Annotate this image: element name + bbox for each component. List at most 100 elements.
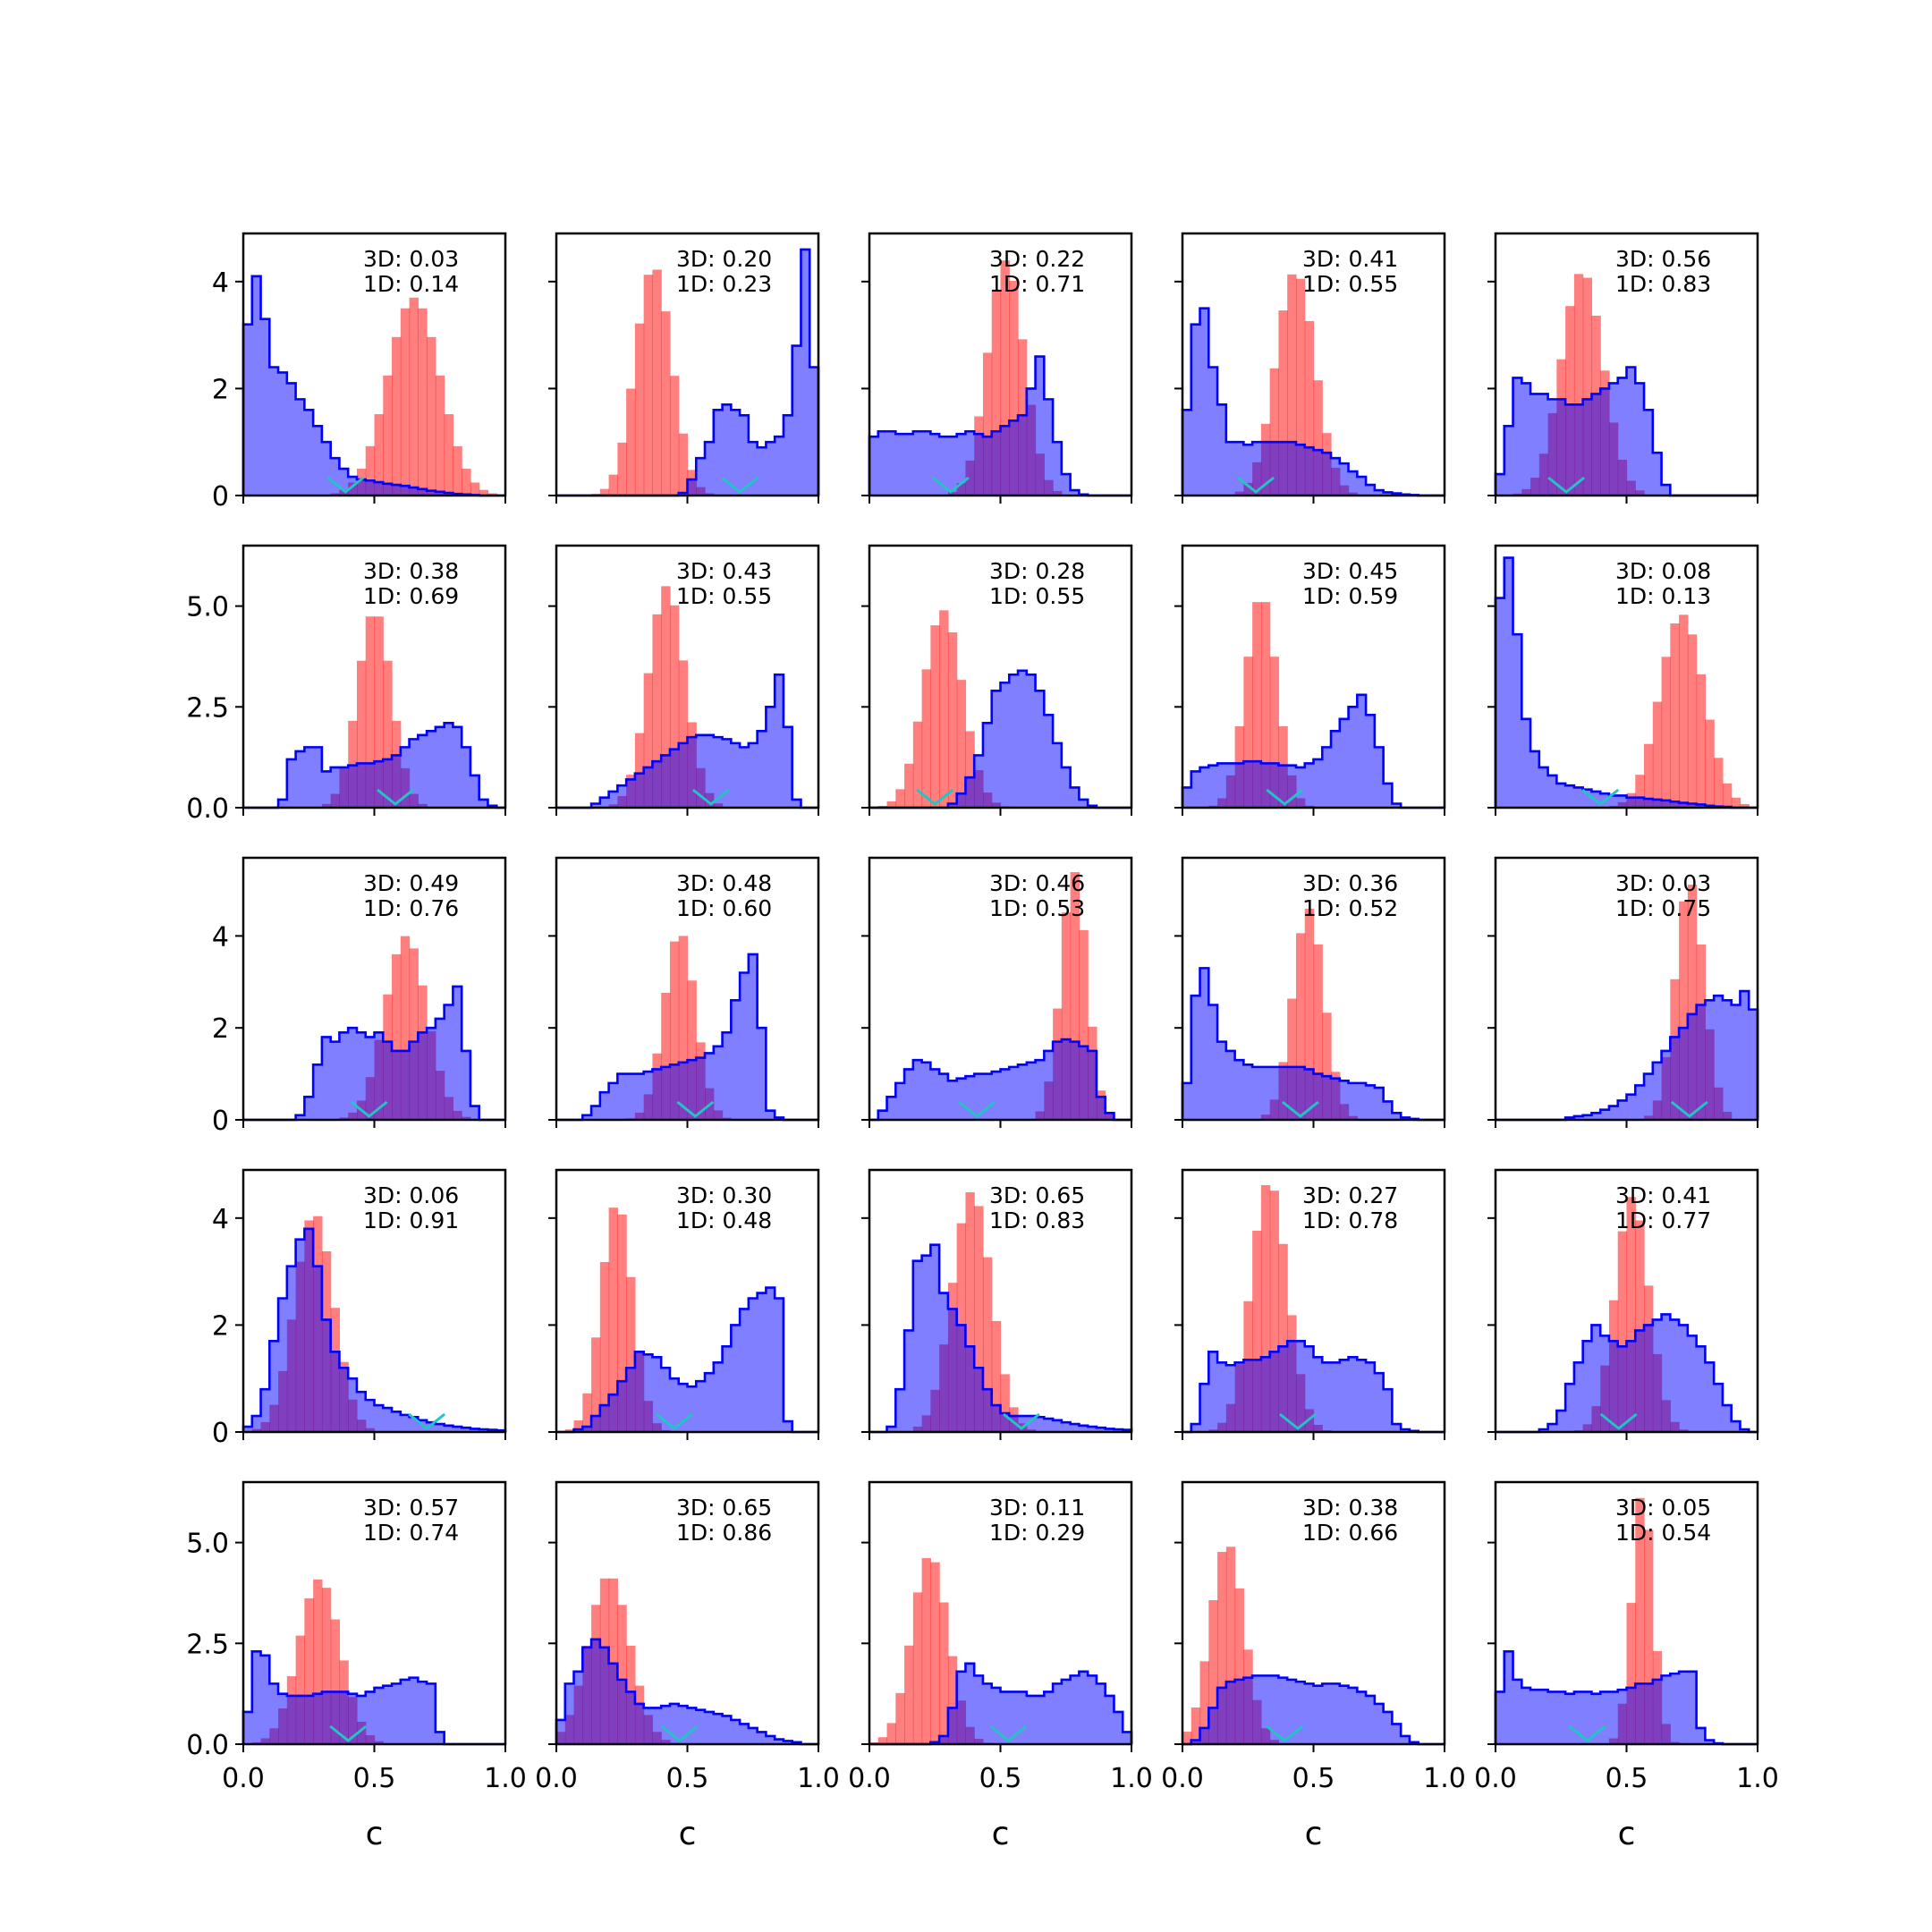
marker-check	[1003, 1412, 1040, 1430]
red-hist-bar	[1313, 380, 1323, 496]
marker-check	[916, 788, 954, 806]
red-hist-bar	[453, 445, 462, 496]
blue-hist-fill	[1182, 308, 1445, 496]
red-hist-bar	[617, 442, 627, 496]
red-hist-bar	[330, 1619, 341, 1744]
panel-annotation: 1D: 0.54	[1615, 1520, 1711, 1546]
y-tick-label: 4	[212, 1204, 229, 1235]
panel-annotation: 3D: 0.03	[1615, 870, 1711, 896]
red-hist-bar	[313, 1579, 323, 1744]
red-hist-bar	[427, 336, 436, 496]
panel-annotation: 1D: 0.59	[1302, 583, 1398, 609]
marker-check	[1266, 788, 1304, 806]
marker-check	[655, 1412, 693, 1430]
red-hist-bar	[982, 1257, 993, 1432]
x-tick-label: 1.0	[484, 1763, 527, 1794]
red-hist-bar	[1582, 277, 1593, 496]
panel-annotation: 1D: 0.53	[989, 895, 1085, 921]
blue-hist-fill	[556, 249, 818, 496]
red-hist-bar	[626, 1276, 636, 1432]
y-tick-label: 2	[212, 1310, 229, 1342]
red-hist-bar	[1679, 901, 1689, 1120]
blue-hist-fill	[556, 953, 818, 1120]
panel-annotation: 1D: 0.77	[1615, 1208, 1711, 1233]
blue-hist-outline	[869, 1662, 1133, 1746]
panel-annotation: 1D: 0.71	[989, 271, 1085, 297]
red-hist-bar	[886, 1723, 896, 1744]
x-axis-label: c	[992, 1816, 1010, 1852]
marker-check	[691, 788, 730, 806]
panel-annotation: 1D: 0.29	[989, 1520, 1085, 1546]
x-tick-label: 0.5	[1292, 1763, 1335, 1794]
red-hist-bar	[1687, 634, 1698, 808]
blue-hist-outline	[1181, 967, 1445, 1122]
panel-annotation: 1D: 0.76	[363, 895, 459, 921]
red-hist-bar	[1313, 944, 1323, 1120]
red-hist-bar	[669, 376, 680, 496]
red-hist-bar	[1661, 657, 1671, 808]
red-hist-bar	[1070, 872, 1080, 1120]
blue-hist-outline	[869, 1038, 1131, 1122]
red-hist-bar	[930, 1562, 940, 1744]
panel-annotation: 3D: 0.28	[989, 558, 1085, 584]
red-hist-bar	[634, 323, 645, 496]
blue-hist-fill	[869, 670, 1131, 808]
y-tick-label: 5.0	[186, 1529, 229, 1560]
marker-check	[676, 1100, 715, 1118]
red-hist-bar	[599, 1261, 610, 1432]
marker-check	[1237, 476, 1275, 494]
red-hist-bar	[617, 1214, 627, 1432]
blue-hist-fill	[243, 723, 505, 808]
panel-annotation: 1D: 0.75	[1615, 895, 1711, 921]
panel-annotation: 1D: 0.83	[989, 1208, 1085, 1233]
marker-check	[377, 788, 414, 806]
panel-annotation: 1D: 0.52	[1302, 895, 1398, 921]
red-hist-bar	[678, 936, 689, 1120]
panel-annotation: 3D: 0.45	[1302, 558, 1398, 584]
red-hist-bar	[643, 275, 654, 496]
red-hist-bar	[921, 669, 931, 808]
red-hist-bar	[608, 474, 618, 496]
blue-hist-outline	[242, 275, 505, 497]
red-hist-bar	[1635, 1220, 1645, 1432]
panel-annotation: 3D: 0.03	[363, 246, 459, 272]
red-hist-bar	[652, 614, 662, 808]
red-hist-bar	[687, 980, 697, 1120]
panel-annotation: 1D: 0.23	[676, 271, 772, 297]
blue-hist-fill	[1496, 1314, 1758, 1432]
marker-check	[350, 1100, 388, 1118]
red-hist-bar	[678, 660, 689, 808]
red-hist-bar	[939, 610, 949, 808]
red-hist-bar	[470, 482, 480, 496]
blue-hist-fill	[1182, 694, 1445, 808]
marker-check	[1581, 788, 1620, 806]
red-hist-bar	[982, 352, 993, 496]
y-tick-label: 0.0	[186, 1730, 229, 1761]
red-hist-bar	[965, 731, 975, 808]
red-hist-bar	[1740, 803, 1750, 808]
red-hist-bar	[409, 948, 419, 1120]
red-hist-bar	[1260, 602, 1271, 808]
red-hist-bar	[930, 625, 940, 808]
panel-annotation: 3D: 0.38	[1302, 1495, 1398, 1521]
x-tick-label: 1.0	[1736, 1763, 1779, 1794]
red-hist-bar	[479, 489, 489, 496]
red-hist-bar	[1565, 306, 1575, 496]
marker-check	[1568, 1724, 1606, 1742]
red-hist-bar	[1278, 1243, 1288, 1432]
red-hist-bar	[895, 1692, 905, 1744]
red-hist-bar	[1260, 1185, 1271, 1432]
red-hist-bar	[392, 953, 402, 1120]
red-hist-bar	[1217, 1552, 1227, 1744]
red-hist-bar	[383, 660, 393, 808]
red-hist-bar	[1573, 274, 1584, 496]
red-hist-bar	[1617, 1231, 1628, 1432]
red-hist-bar	[661, 311, 671, 496]
